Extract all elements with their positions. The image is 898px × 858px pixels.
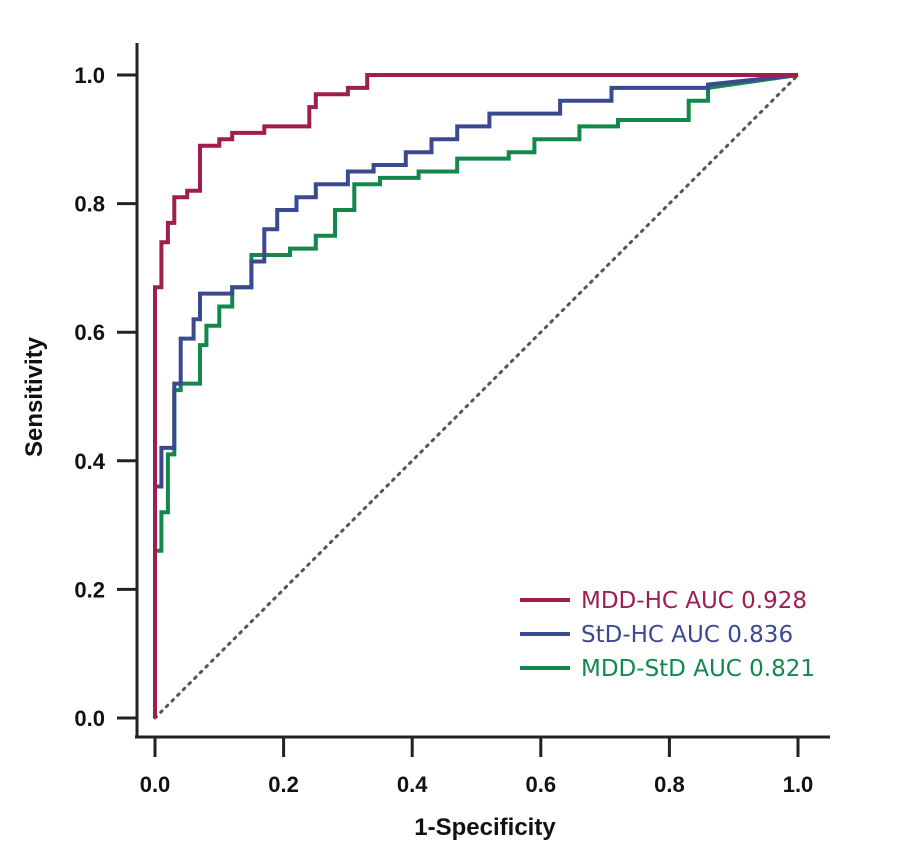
legend-mdd-hc-label: MDD-HC AUC 0.928 bbox=[581, 588, 807, 614]
x-tick-label: 1.0 bbox=[783, 772, 814, 797]
x-tick-label: 0.8 bbox=[654, 772, 685, 797]
roc-curve-std-hc bbox=[153, 73, 799, 718]
axes bbox=[135, 43, 830, 739]
x-tick-label: 0.2 bbox=[268, 772, 299, 797]
y-tick-label: 0.8 bbox=[74, 192, 105, 217]
y-tick-label: 0.6 bbox=[74, 320, 105, 345]
roc-curve-mdd-hc bbox=[153, 73, 798, 718]
x-tick-label: 0.6 bbox=[526, 772, 557, 797]
y-tick-label: 0.0 bbox=[74, 706, 105, 731]
y-axis-title: Sensitivity bbox=[21, 336, 48, 457]
roc-curve-mdd-std bbox=[153, 73, 799, 718]
y-tick-label: 1.0 bbox=[74, 63, 105, 88]
legend-mdd-std-label: MDD-StD AUC 0.821 bbox=[581, 656, 815, 682]
x-axis-ticks: 0.0 0.2 0.4 0.6 0.8 1.0 bbox=[140, 737, 814, 797]
x-axis-title: 1-Specificity bbox=[414, 814, 556, 841]
y-axis-ticks: 0.0 0.2 0.4 0.6 0.8 1.0 bbox=[74, 63, 137, 731]
y-tick-label: 0.4 bbox=[74, 449, 105, 474]
chance-reference-line bbox=[153, 73, 800, 720]
legend: MDD-HC AUC 0.928 StD-HC AUC 0.836 MDD-StD … bbox=[520, 588, 815, 682]
x-tick-label: 0.4 bbox=[397, 772, 428, 797]
legend-std-hc-label: StD-HC AUC 0.836 bbox=[581, 622, 793, 648]
y-tick-label: 0.2 bbox=[74, 577, 105, 602]
x-tick-label: 0.0 bbox=[140, 772, 171, 797]
roc-curves bbox=[153, 73, 800, 720]
